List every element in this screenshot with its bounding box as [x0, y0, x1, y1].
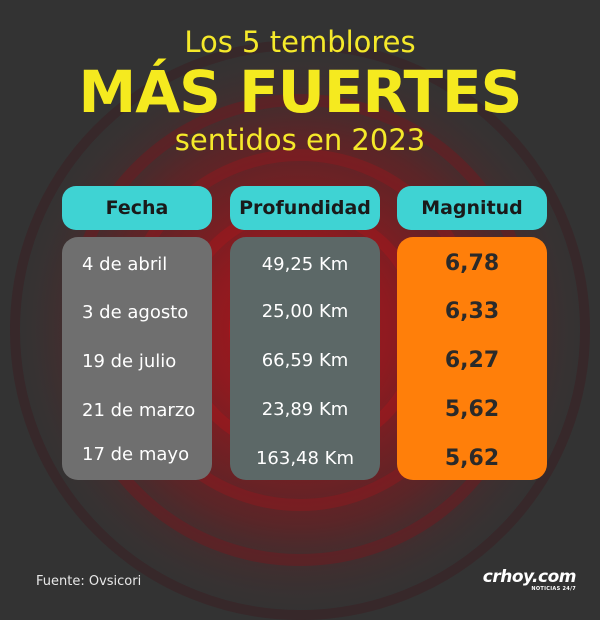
date-cell: 19 de julio — [82, 351, 177, 372]
date-cell: 3 de agosto — [82, 302, 189, 323]
depth-cell: 25,00 Km — [261, 301, 349, 322]
date-cell: 21 de marzo — [82, 400, 196, 421]
magnitude-cell: 6,78 — [444, 251, 500, 276]
magnitude-cell: 5,62 — [444, 446, 500, 471]
magnitude-column-panel: 6,78 6,33 6,27 5,62 5,62 — [397, 237, 547, 480]
column-header-depth: Profundidad — [230, 186, 380, 230]
date-cell: 17 de mayo — [82, 444, 190, 465]
depth-cell: 163,48 Km — [255, 448, 355, 469]
depth-cell: 23,89 Km — [261, 399, 349, 420]
depth-column-panel: 49,25 Km 25,00 Km 66,59 Km 23,89 Km 163,… — [230, 237, 380, 480]
date-cell: 4 de abril — [82, 254, 168, 275]
magnitude-cell: 6,27 — [444, 348, 500, 373]
title-line-2: MÁS FUERTES — [78, 58, 523, 126]
column-header-magnitude: Magnitud — [397, 186, 547, 230]
title-line-1: Los 5 temblores — [184, 25, 416, 59]
column-header-date: Fecha — [62, 186, 212, 230]
logo-tagline: NOTICIAS 24/7 — [531, 586, 576, 592]
logo-wordmark: crhoy.com — [482, 567, 577, 587]
source-credit: Fuente: Ovsicori — [36, 574, 142, 589]
date-column-panel: 4 de abril 3 de agosto 19 de julio 21 de… — [62, 237, 212, 480]
depth-cell: 49,25 Km — [261, 254, 349, 275]
magnitude-cell: 6,33 — [444, 299, 500, 324]
depth-cell: 66,59 Km — [261, 350, 349, 371]
brand-logo: crhoy.com NOTICIAS 24/7 — [482, 567, 577, 592]
magnitude-cell: 5,62 — [444, 397, 500, 422]
title-line-3: sentidos en 2023 — [174, 123, 426, 157]
